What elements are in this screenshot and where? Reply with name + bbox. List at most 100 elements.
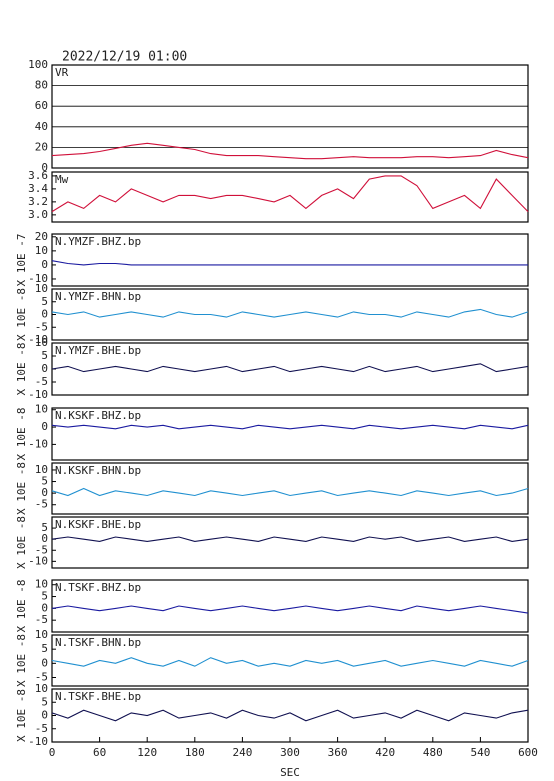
x-tick-label: 60 xyxy=(93,746,106,759)
y-tick-label: 20 xyxy=(35,230,48,243)
y-axis-title: X 10E -8 xyxy=(15,689,28,742)
trace-line xyxy=(51,175,529,213)
panel-frame xyxy=(51,579,529,633)
y-tick-label: -5 xyxy=(35,722,48,735)
y-axis-title: X 10E -8 xyxy=(15,462,28,515)
y-tick-label: 0 xyxy=(41,308,48,321)
panel-label: VR xyxy=(55,66,69,79)
trace-line xyxy=(51,424,529,430)
y-tick-label: 5 xyxy=(41,695,48,708)
y-axis-title: X 10E -8 xyxy=(15,343,28,396)
y-tick-label: -10 xyxy=(28,272,48,285)
panel-frame xyxy=(51,516,529,569)
panel-label: N.KSKF.BHN.bp xyxy=(55,464,141,477)
x-tick-label: 180 xyxy=(185,746,205,759)
panel-label: Mw xyxy=(55,173,69,186)
y-axis-title: X 10E -8 xyxy=(15,634,28,687)
y-tick-label: 20 xyxy=(35,140,48,153)
y-tick-label: 0 xyxy=(41,656,48,669)
y-tick-label: 3.0 xyxy=(28,208,48,221)
y-tick-label: 10 xyxy=(35,628,48,641)
trace-line xyxy=(51,260,528,266)
panel-frame xyxy=(51,64,529,169)
y-tick-label: -5 xyxy=(35,543,48,556)
trace-line xyxy=(51,657,529,667)
x-tick-label: 480 xyxy=(423,746,443,759)
y-tick-label: 10 xyxy=(35,463,48,476)
panel-label: N.YMZF.BHZ.bp xyxy=(55,235,141,248)
panel-frame xyxy=(51,288,529,341)
trace-line xyxy=(51,709,529,722)
y-axis-title: X 10E -8 xyxy=(15,516,28,569)
y-tick-label: 10 xyxy=(35,336,48,349)
y-tick-label: -5 xyxy=(35,671,48,684)
panel-frame xyxy=(51,171,529,223)
y-tick-label: 0 xyxy=(41,486,48,499)
trace-line xyxy=(51,536,529,542)
x-tick-label: 360 xyxy=(328,746,348,759)
panel-frame xyxy=(51,407,529,461)
panel-label: N.TSKF.BHZ.bp xyxy=(55,581,141,594)
panel-label: N.YMZF.BHE.bp xyxy=(55,344,141,357)
y-tick-label: 3.4 xyxy=(28,182,48,195)
x-tick-label: 540 xyxy=(470,746,490,759)
y-tick-label: -10 xyxy=(28,735,48,748)
y-axis-title: X 10E -8 xyxy=(15,288,28,341)
trace-line xyxy=(51,605,529,614)
x-tick-label: 300 xyxy=(280,746,300,759)
panel-frame xyxy=(51,233,529,287)
y-axis-title: X 10E -7 xyxy=(15,234,28,287)
y-tick-label: 0 xyxy=(41,532,48,545)
x-tick-label: 120 xyxy=(137,746,157,759)
trace-line xyxy=(51,363,529,373)
y-tick-label: 0 xyxy=(41,362,48,375)
y-axis-title: X 10E -8 xyxy=(15,580,28,633)
y-tick-label: 10 xyxy=(35,282,48,295)
y-tick-label: 5 xyxy=(41,521,48,534)
y-axis-title: X 10E -8 xyxy=(15,408,28,461)
y-tick-label: -10 xyxy=(28,333,48,346)
y-tick-label: 10 xyxy=(35,403,48,416)
y-tick-label: 80 xyxy=(35,79,48,92)
panel-label: N.KSKF.BHZ.bp xyxy=(55,409,141,422)
trace-line xyxy=(51,142,529,160)
y-tick-label: 5 xyxy=(41,475,48,488)
y-tick-label: 10 xyxy=(35,682,48,695)
y-tick-label: -10 xyxy=(28,388,48,401)
y-tick-label: -5 xyxy=(35,613,48,626)
y-tick-label: 0 xyxy=(41,420,48,433)
x-tick-label: 420 xyxy=(375,746,395,759)
y-tick-label: 5 xyxy=(41,349,48,362)
y-tick-label: 5 xyxy=(41,295,48,308)
y-tick-label: -5 xyxy=(35,498,48,511)
y-tick-label: 0 xyxy=(41,258,48,271)
y-tick-label: 3.6 xyxy=(28,169,48,182)
y-tick-label: 10 xyxy=(35,578,48,591)
chart-title: 2022/12/19 01:00 xyxy=(62,50,187,65)
y-tick-label: 5 xyxy=(41,590,48,603)
y-tick-label: 100 xyxy=(28,58,48,71)
y-tick-label: 40 xyxy=(35,120,48,133)
panel-label: N.YMZF.BHN.bp xyxy=(55,290,141,303)
y-tick-label: 3.2 xyxy=(28,195,48,208)
x-tick-label: 600 xyxy=(518,746,538,759)
trace-line xyxy=(51,308,529,318)
x-axis-title: SEC xyxy=(280,766,300,779)
y-tick-label: -5 xyxy=(35,375,48,388)
y-tick-label: 0 xyxy=(41,161,48,174)
panel-label: N.TSKF.BHN.bp xyxy=(55,636,141,649)
y-tick-label: 0 xyxy=(41,709,48,722)
y-tick-label: 5 xyxy=(41,642,48,655)
y-tick-label: -10 xyxy=(28,437,48,450)
x-tick-label: 240 xyxy=(232,746,252,759)
panel-label: N.TSKF.BHE.bp xyxy=(55,690,141,703)
y-tick-label: -10 xyxy=(28,554,48,567)
trace-line xyxy=(51,487,529,497)
y-tick-label: 60 xyxy=(35,99,48,112)
panel-label: N.KSKF.BHE.bp xyxy=(55,518,141,531)
x-tick-label: 0 xyxy=(49,746,56,759)
y-tick-label: -5 xyxy=(35,320,48,333)
y-tick-label: 10 xyxy=(35,244,48,257)
y-tick-label: 0 xyxy=(41,601,48,614)
